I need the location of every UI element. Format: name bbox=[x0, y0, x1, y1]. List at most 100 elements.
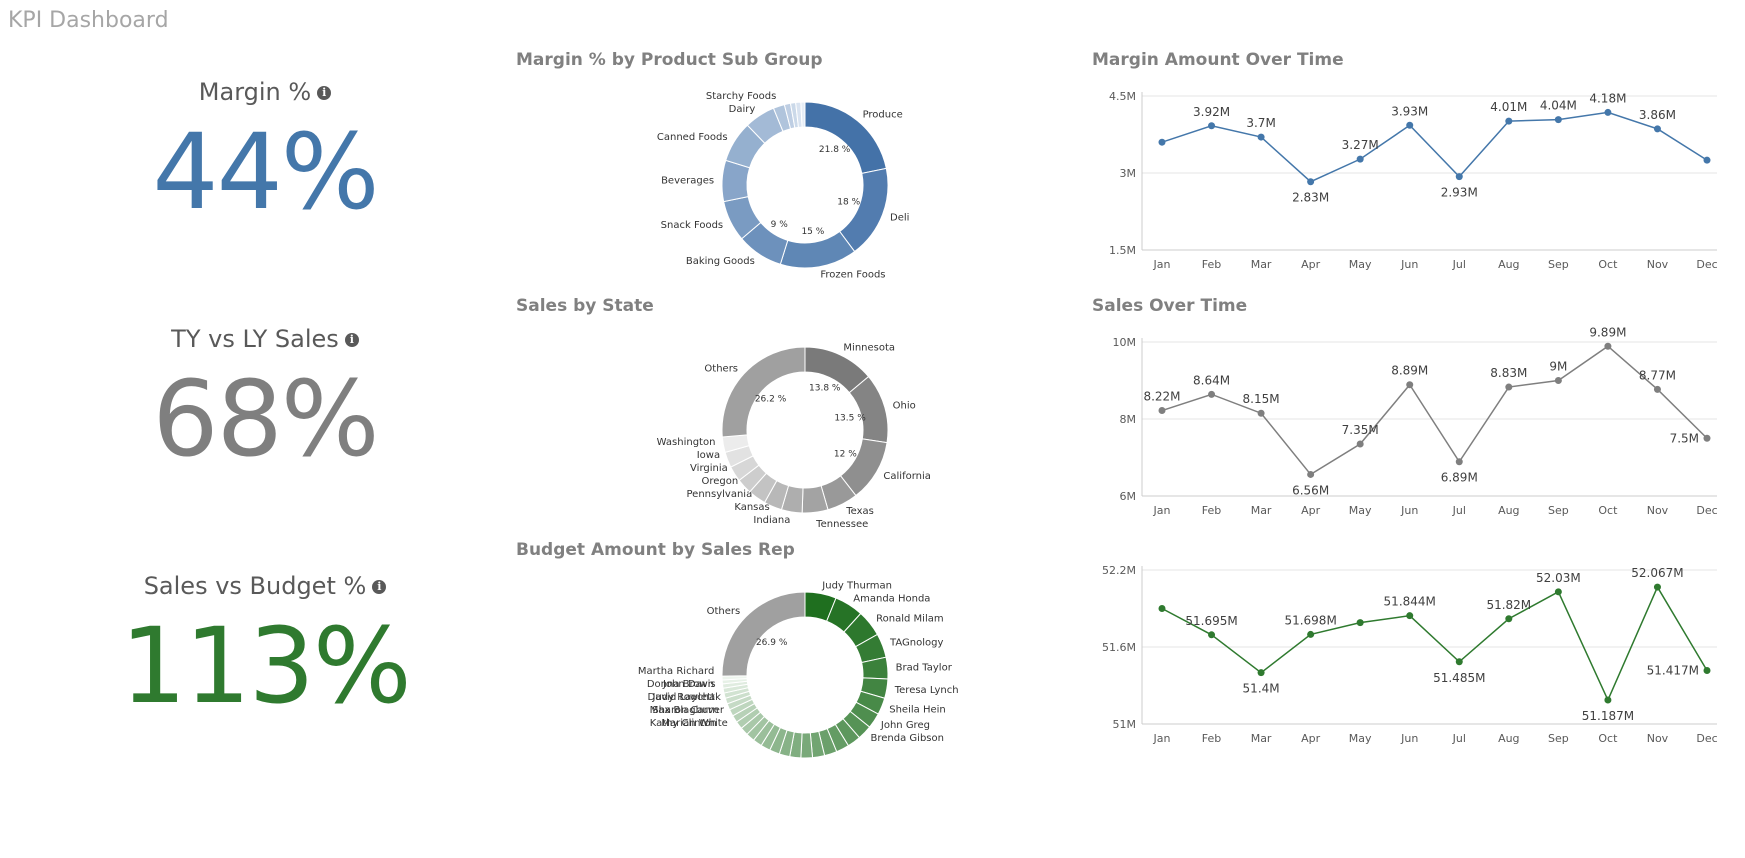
donut-slice[interactable] bbox=[800, 101, 806, 128]
donut-category-label: Kathy Clinton bbox=[650, 718, 717, 729]
data-point[interactable] bbox=[1505, 383, 1513, 391]
y-tick-label: 51.6M bbox=[1102, 641, 1136, 654]
series-line bbox=[1161, 345, 1708, 476]
kpi-value: 113% bbox=[120, 605, 411, 727]
data-point[interactable] bbox=[1257, 133, 1265, 141]
data-point[interactable] bbox=[1455, 658, 1463, 666]
data-point[interactable] bbox=[1307, 178, 1315, 186]
data-label: 8.83M bbox=[1490, 366, 1527, 380]
line-chart-sales-over-time[interactable]: 6M 8M 10M Jan Feb Mar Apr May Jun Jul Aug Sep Oct Nov… bbox=[1092, 325, 1732, 538]
donut-category-label: Others bbox=[704, 363, 738, 374]
data-point[interactable] bbox=[1158, 605, 1166, 612]
donut-category-label: Ronald Milam bbox=[876, 613, 943, 624]
x-tick-label: Mar bbox=[1251, 504, 1272, 517]
info-icon[interactable]: i bbox=[344, 333, 359, 347]
chart-title-sales-over-time: Sales Over Time bbox=[1092, 296, 1248, 316]
data-point[interactable] bbox=[1703, 666, 1711, 674]
line-chart-budget-over-time[interactable]: 51M 51.6M 52.2M Jan Feb Mar Apr May Jun Jul Aug Sep… bbox=[1092, 556, 1732, 766]
y-tick-label: 1.5M bbox=[1109, 244, 1136, 257]
chart-title-margin-over-time: Margin Amount Over Time bbox=[1092, 50, 1344, 70]
data-point[interactable] bbox=[1703, 434, 1711, 442]
data-point[interactable] bbox=[1455, 458, 1463, 466]
data-point[interactable] bbox=[1356, 619, 1364, 627]
x-tick-label: Nov bbox=[1647, 732, 1669, 745]
x-tick-label: Jun bbox=[1400, 258, 1418, 271]
donut-data-label: 13.5 % bbox=[834, 413, 866, 423]
donut-slice[interactable] bbox=[721, 346, 806, 438]
kpi-value: 44% bbox=[152, 111, 379, 233]
kpi-margin[interactable]: Margin % i 44% bbox=[100, 78, 430, 224]
data-point[interactable] bbox=[1653, 385, 1661, 393]
x-tick-label: Mar bbox=[1251, 732, 1272, 745]
donut-chart-sales-by-state[interactable]: 13.8 % Minnesota 13.5 % Ohio 12 % California T… bbox=[560, 330, 980, 531]
donut-slice[interactable] bbox=[800, 732, 814, 759]
donut-category-label: Frozen Foods bbox=[820, 270, 885, 281]
chart-title-margin-by-subgroup: Margin % by Product Sub Group bbox=[516, 50, 823, 70]
donut-category-label: Beverages bbox=[661, 175, 714, 186]
info-icon[interactable]: i bbox=[317, 86, 332, 100]
data-point[interactable] bbox=[1604, 696, 1612, 704]
data-point[interactable] bbox=[1158, 138, 1166, 146]
donut-category-label: Starchy Foods bbox=[706, 91, 776, 102]
data-label: 3.86M bbox=[1639, 108, 1676, 122]
data-point[interactable] bbox=[1406, 381, 1414, 389]
data-point[interactable] bbox=[1257, 409, 1265, 417]
data-point[interactable] bbox=[1158, 407, 1166, 415]
data-point[interactable] bbox=[1208, 122, 1216, 130]
x-tick-label: Jan bbox=[1153, 504, 1171, 517]
data-point[interactable] bbox=[1604, 108, 1612, 116]
donut-category-label: Teresa Lynch bbox=[894, 685, 959, 696]
x-tick-label: May bbox=[1349, 258, 1372, 271]
data-point[interactable] bbox=[1356, 155, 1364, 163]
data-label: 52.067M bbox=[1631, 566, 1683, 580]
donut-category-label: Canned Foods bbox=[657, 132, 728, 143]
x-tick-label: Mar bbox=[1251, 258, 1272, 271]
data-point[interactable] bbox=[1307, 630, 1315, 638]
x-tick-label: Jun bbox=[1400, 504, 1418, 517]
donut-category-label: Brad Taylor bbox=[896, 662, 953, 673]
data-point[interactable] bbox=[1703, 156, 1711, 164]
kpi-sales-vs-budget[interactable]: Sales vs Budget % i 113% bbox=[100, 572, 430, 718]
x-tick-label: Oct bbox=[1598, 258, 1618, 271]
data-point[interactable] bbox=[1505, 117, 1513, 125]
data-point[interactable] bbox=[1653, 583, 1661, 591]
donut-slice[interactable] bbox=[838, 167, 889, 253]
kpi-label: Margin % bbox=[198, 78, 312, 106]
donut-category-label: Minnesota bbox=[843, 343, 895, 354]
x-tick-label: Sep bbox=[1548, 258, 1569, 271]
donut-data-label: 12 % bbox=[834, 450, 857, 460]
x-tick-label: Dec bbox=[1696, 504, 1717, 517]
data-point[interactable] bbox=[1208, 631, 1216, 639]
data-point[interactable] bbox=[1554, 377, 1562, 384]
donut-slice[interactable] bbox=[721, 591, 806, 677]
line-chart-margin-over-time[interactable]: 1.5M 3M 4.5M Jan Feb Mar Apr May Jun Jul Aug Sep Oct… bbox=[1092, 82, 1732, 292]
data-point[interactable] bbox=[1307, 470, 1315, 478]
data-point[interactable] bbox=[1505, 615, 1513, 623]
donut-category-label: Produce bbox=[863, 110, 903, 121]
data-label: 3.7M bbox=[1246, 116, 1275, 130]
page-title: KPI Dashboard bbox=[8, 8, 169, 33]
data-point[interactable] bbox=[1604, 342, 1612, 350]
data-label: 8.77M bbox=[1639, 368, 1676, 382]
data-point[interactable] bbox=[1554, 588, 1562, 596]
data-point[interactable] bbox=[1554, 116, 1562, 124]
chart-title-budget-by-rep: Budget Amount by Sales Rep bbox=[516, 540, 795, 560]
data-point[interactable] bbox=[1208, 390, 1216, 398]
data-point[interactable] bbox=[1257, 669, 1265, 677]
data-label: 3.27M bbox=[1342, 138, 1379, 152]
donut-chart-budget-by-rep[interactable]: Judy Thurman Amanda Honda Ronald Milam TAGn… bbox=[560, 575, 980, 775]
data-label: 6.89M bbox=[1441, 471, 1478, 485]
donut-chart-margin-by-subgroup[interactable]: 21.8 % Produce 18 % Deli 15 % Frozen Foods 9 %… bbox=[560, 85, 980, 285]
data-label: 51.417M bbox=[1647, 663, 1699, 677]
kpi-label: TY vs LY Sales bbox=[171, 325, 339, 353]
info-icon[interactable]: i bbox=[372, 580, 387, 594]
x-tick-label: Feb bbox=[1202, 732, 1221, 745]
y-tick-label: 8M bbox=[1120, 413, 1137, 426]
data-point[interactable] bbox=[1356, 440, 1364, 448]
data-point[interactable] bbox=[1455, 173, 1463, 181]
data-point[interactable] bbox=[1406, 121, 1414, 129]
data-point[interactable] bbox=[1406, 612, 1414, 620]
data-point[interactable] bbox=[1653, 125, 1661, 133]
donut-category-label: Tennessee bbox=[815, 519, 868, 530]
kpi-ty-vs-ly-sales[interactable]: TY vs LY Sales i 68% bbox=[100, 325, 430, 471]
